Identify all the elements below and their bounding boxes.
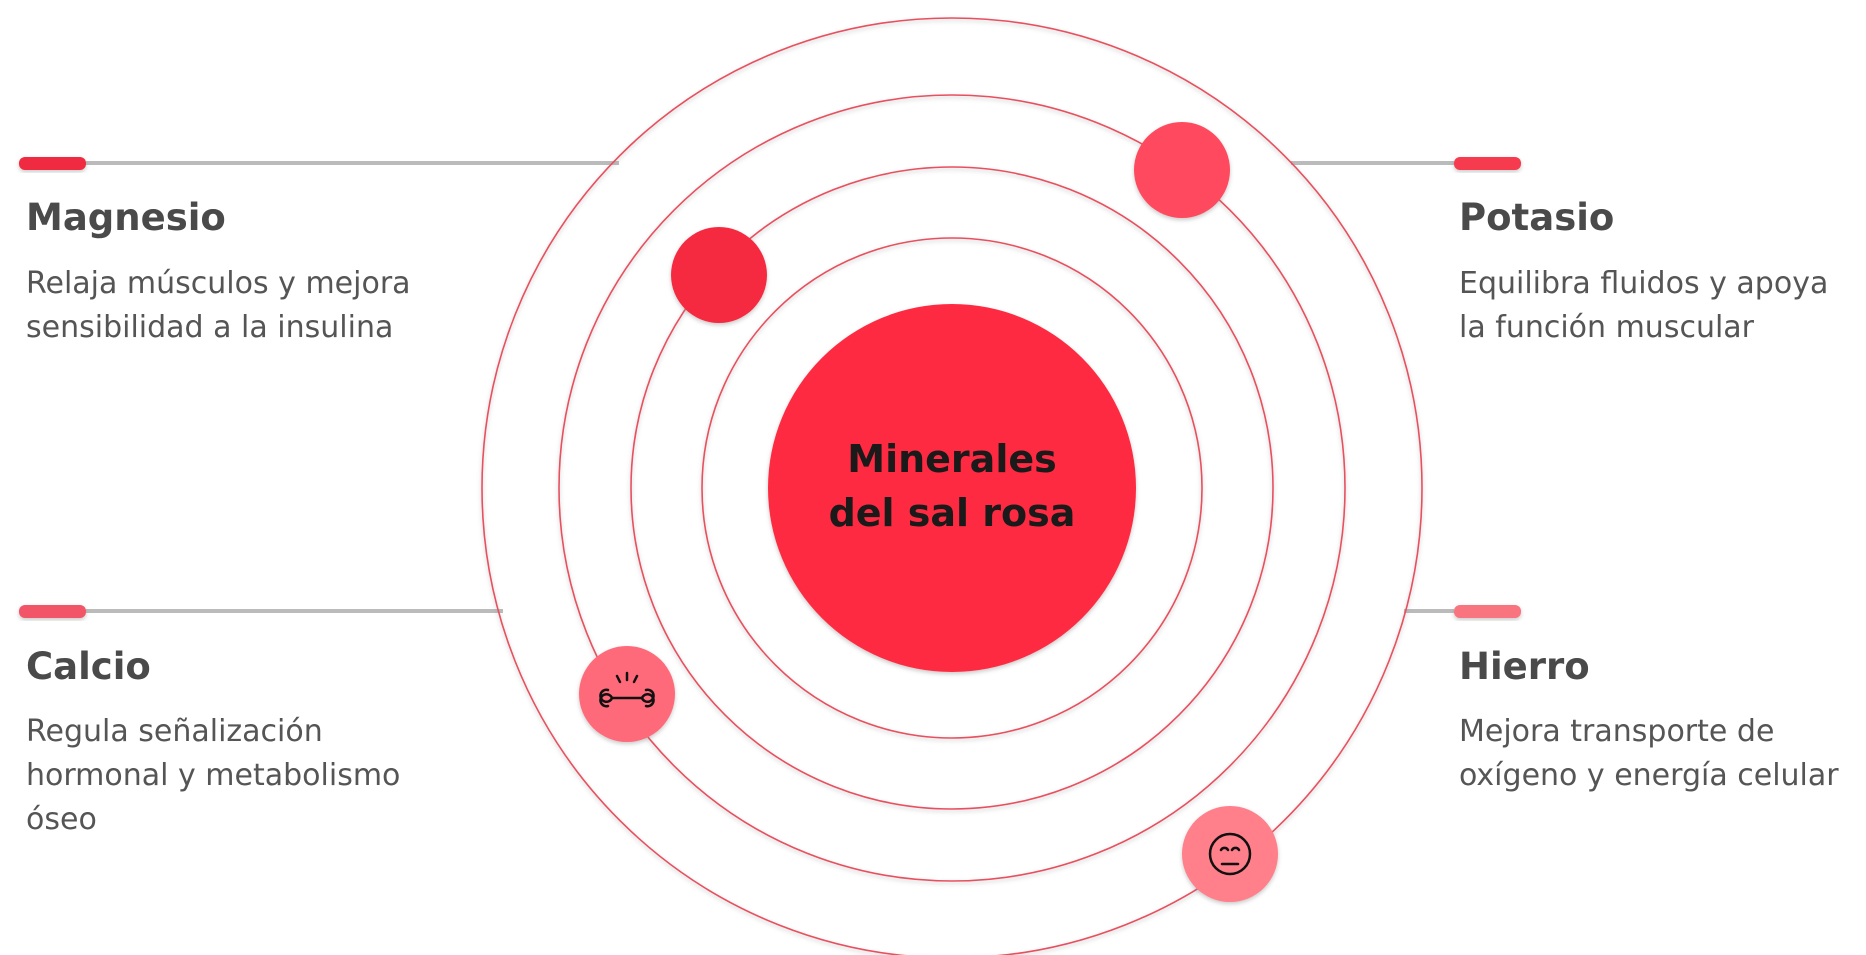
- item-title: Calcio: [26, 645, 151, 688]
- item-description: óseo: [26, 802, 97, 837]
- item-title: Potasio: [1459, 196, 1614, 239]
- bone-icon: [599, 671, 655, 708]
- item-description: sensibilidad a la insulina: [26, 310, 393, 345]
- item: Calcio Regula señalización hormonal y me…: [26, 645, 400, 837]
- item-description: Regula señalización: [26, 714, 323, 749]
- connectors: [19, 157, 1521, 618]
- ring: [630, 166, 1274, 810]
- face-icon: [1208, 832, 1252, 876]
- orbit-dot: [671, 227, 767, 323]
- item-description: Equilibra fluidos y apoya: [1459, 266, 1828, 301]
- accent-bar: [19, 157, 86, 170]
- item-title: Magnesio: [26, 196, 226, 239]
- ring: [481, 17, 1423, 955]
- item-description: hormonal y metabolismo: [26, 758, 400, 793]
- item-description: oxígeno y energía celular: [1459, 758, 1839, 793]
- accent-bar: [1454, 157, 1521, 170]
- ring: [701, 237, 1203, 739]
- center-text: del sal rosa: [829, 491, 1076, 535]
- ring: [558, 94, 1346, 882]
- orbit-dot: [579, 646, 675, 742]
- rings: [481, 17, 1423, 955]
- item-title: Hierro: [1459, 645, 1590, 688]
- item: Potasio Equilibra fluidos y apoya la fun…: [1459, 196, 1828, 345]
- center-text: Minerales: [847, 437, 1056, 481]
- item: Magnesio Relaja músculos y mejora sensib…: [26, 196, 411, 345]
- accent-bar: [1454, 605, 1521, 618]
- item-description: Mejora transporte de: [1459, 714, 1774, 749]
- center-circle: [768, 304, 1136, 672]
- accent-bar: [19, 605, 86, 618]
- item: Hierro Mejora transporte de oxígeno y en…: [1459, 645, 1839, 793]
- orbit-dot: [1182, 806, 1278, 902]
- item-description: la función muscular: [1459, 310, 1755, 345]
- orbit-dot: [1134, 122, 1230, 218]
- item-description: Relaja músculos y mejora: [26, 266, 411, 301]
